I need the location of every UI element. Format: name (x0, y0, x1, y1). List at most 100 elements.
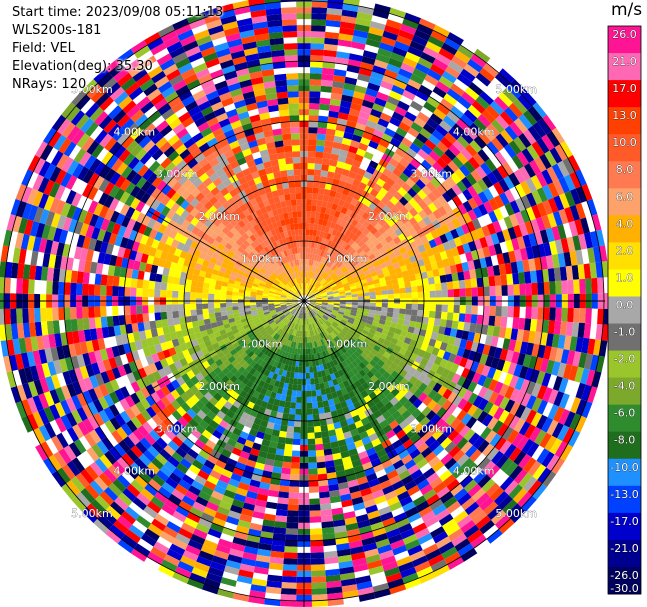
velocity-gate (176, 406, 187, 417)
velocity-gate (171, 435, 184, 447)
velocity-gate (208, 283, 216, 290)
velocity-gate (260, 531, 274, 539)
velocity-gate (571, 322, 580, 337)
velocity-gate (394, 200, 405, 211)
velocity-gate (304, 318, 306, 325)
velocity-gate (239, 253, 247, 261)
velocity-gate (286, 301, 293, 304)
velocity-gate (384, 235, 393, 244)
velocity-gate (227, 250, 235, 258)
velocity-gate (551, 422, 564, 439)
velocity-gate (112, 478, 127, 493)
velocity-gate (233, 284, 240, 289)
velocity-gate (331, 228, 338, 236)
velocity-gate (21, 399, 33, 416)
velocity-gate (237, 270, 245, 276)
velocity-gate (310, 31, 326, 38)
velocity-gate (262, 297, 269, 301)
velocity-gate (463, 524, 480, 539)
velocity-gate (407, 326, 415, 334)
velocity-gate (191, 320, 199, 328)
velocity-gate (76, 306, 83, 319)
velocity-gate (219, 419, 229, 429)
velocity-gate (229, 432, 240, 442)
velocity-gate (174, 324, 182, 332)
velocity-gate (106, 275, 114, 286)
velocity-gate (320, 79, 333, 87)
velocity-gate (324, 411, 332, 419)
velocity-gate (50, 435, 64, 452)
velocity-gate (397, 277, 405, 284)
velocity-gate (344, 126, 356, 135)
velocity-gate (305, 354, 309, 361)
velocity-gate (199, 270, 207, 278)
velocity-gate (33, 206, 44, 223)
velocity-gate (225, 559, 241, 570)
velocity-gate (254, 560, 270, 569)
velocity-gate (452, 195, 463, 207)
velocity-gate (137, 164, 149, 177)
velocity-gate (195, 454, 207, 465)
velocity-gate (307, 277, 310, 284)
velocity-gate (320, 225, 327, 232)
velocity-gate (308, 284, 311, 290)
velocity-gate (351, 272, 359, 278)
velocity-gate (54, 402, 66, 418)
velocity-gate (423, 386, 433, 396)
velocity-gate (512, 488, 528, 504)
velocity-gate (309, 271, 313, 278)
velocity-gate (249, 343, 257, 351)
velocity-gate (274, 295, 281, 298)
velocity-gate (320, 290, 327, 295)
velocity-gate (545, 255, 554, 269)
velocity-gate (225, 483, 238, 494)
velocity-gate (6, 214, 17, 231)
velocity-gate (136, 492, 151, 506)
velocity-gate (463, 322, 471, 332)
velocity-gate (178, 284, 185, 292)
velocity-gate (199, 324, 207, 332)
velocity-gate (292, 301, 299, 304)
velocity-gate (324, 343, 330, 350)
velocity-gate (541, 451, 555, 468)
velocity-gate (284, 332, 289, 339)
velocity-gate (43, 195, 55, 211)
velocity-gate (369, 359, 377, 368)
velocity-gate (280, 303, 287, 306)
velocity-gate (358, 142, 369, 152)
velocity-gate (336, 408, 345, 417)
velocity-gate (337, 369, 345, 377)
velocity-gate (300, 324, 303, 331)
velocity-gate (316, 313, 322, 319)
velocity-gate (51, 114, 66, 132)
velocity-gate (182, 349, 191, 358)
velocity-gate (121, 215, 131, 228)
velocity-gate (317, 193, 324, 201)
velocity-gate (287, 314, 293, 320)
velocity-gate (527, 106, 542, 122)
velocity-gate (452, 156, 464, 169)
velocity-gate (245, 284, 253, 289)
velocity-gate (452, 312, 460, 322)
velocity-gate (294, 323, 298, 330)
velocity-gate (239, 390, 248, 399)
velocity-gate (327, 355, 333, 362)
velocity-gate (388, 342, 397, 350)
velocity-gate (401, 116, 414, 128)
velocity-gate (195, 372, 204, 382)
velocity-gate (244, 269, 252, 276)
velocity-gate (325, 19, 341, 28)
velocity-gate (332, 321, 339, 327)
velocity-gate (346, 321, 353, 327)
velocity-gate (335, 281, 342, 286)
velocity-gate (99, 241, 109, 254)
velocity-gate (418, 571, 436, 584)
velocity-gate (309, 73, 322, 80)
velocity-gate (186, 408, 197, 419)
velocity-gate (208, 312, 216, 319)
velocity-gate (310, 564, 326, 571)
velocity-gate (358, 344, 366, 352)
velocity-gate (124, 194, 136, 207)
velocity-gate (276, 362, 282, 369)
velocity-gate (316, 461, 326, 469)
